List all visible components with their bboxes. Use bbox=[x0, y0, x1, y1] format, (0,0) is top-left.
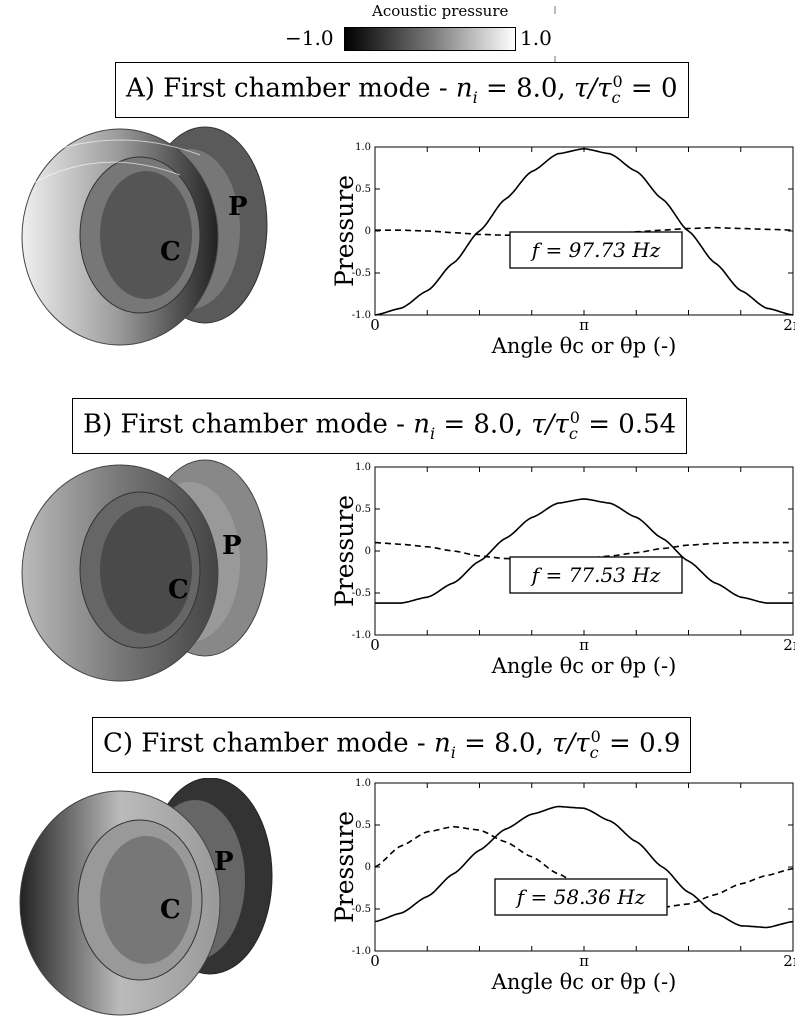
y-tick-label: 0 bbox=[365, 546, 371, 557]
y-axis-label: Pressure bbox=[330, 811, 359, 923]
title-tau-sub: c bbox=[568, 423, 578, 443]
x-tick-label: 0 bbox=[370, 316, 380, 334]
y-tick-label: -0.5 bbox=[352, 588, 371, 599]
y-tick-label: 1.0 bbox=[355, 778, 371, 789]
title-tau-value: = 0.54 bbox=[579, 409, 677, 440]
x-tick-label: 2π bbox=[783, 952, 795, 970]
x-axis-label: Angle θc or θp (-) bbox=[491, 970, 677, 994]
series-line-solid bbox=[375, 498, 793, 604]
y-tick-label: 0 bbox=[365, 226, 371, 237]
series-line-dashed bbox=[374, 825, 794, 909]
title-prefix: C) First chamber mode - bbox=[103, 728, 434, 759]
frequency-box bbox=[509, 556, 683, 594]
colorbar-title: Acoustic pressure bbox=[372, 2, 509, 20]
y-tick-label: 1.0 bbox=[355, 462, 371, 473]
x-tick-label: π bbox=[579, 952, 589, 970]
frequency-label: f = 97.73 Hz bbox=[530, 238, 661, 262]
render-label-p: P bbox=[222, 531, 242, 561]
frequency-box bbox=[509, 231, 683, 269]
panel-b-title: B) First chamber mode - ni = 8.0, τ/τc0 … bbox=[72, 398, 688, 454]
render-label-p: P bbox=[214, 847, 234, 877]
title-tau-value: = 0 bbox=[622, 73, 678, 104]
title-n: n bbox=[413, 409, 430, 440]
render-label-c: C bbox=[160, 895, 181, 925]
x-axis-label: Angle θc or θp (-) bbox=[491, 334, 677, 358]
title-tau-sub: c bbox=[589, 742, 599, 762]
title-tau: τ/τ bbox=[573, 73, 612, 104]
colorbar-marker bbox=[554, 56, 556, 62]
x-tick-label: π bbox=[579, 636, 589, 654]
x-tick-label: π bbox=[579, 316, 589, 334]
frequency-label: f = 77.53 Hz bbox=[530, 563, 661, 587]
x-tick-label: 0 bbox=[370, 636, 380, 654]
title-n-sub: i bbox=[472, 87, 478, 107]
colorbar bbox=[344, 27, 516, 51]
y-tick-label: -1.0 bbox=[352, 310, 371, 321]
title-tau-sup: 0 bbox=[590, 727, 601, 746]
title-n-value: = 8.0, bbox=[477, 73, 574, 104]
title-tau-sup: 0 bbox=[612, 72, 623, 91]
colorbar-max-label: 1.0 bbox=[520, 26, 552, 50]
panel-a-title: A) First chamber mode - ni = 8.0, τ/τc0 … bbox=[115, 62, 689, 118]
title-tau: τ/τ bbox=[552, 728, 590, 759]
y-tick-label: 0 bbox=[365, 862, 371, 873]
title-tau-sub: c bbox=[611, 87, 621, 107]
y-tick-label: 0.5 bbox=[355, 504, 371, 515]
title-n-value: = 8.0, bbox=[435, 409, 532, 440]
y-tick-label: -0.5 bbox=[352, 904, 371, 915]
plot-frame bbox=[374, 466, 794, 636]
series-line-solid bbox=[374, 147, 794, 316]
title-prefix: A) First chamber mode - bbox=[126, 73, 456, 104]
title-tau: τ/τ bbox=[531, 409, 569, 440]
y-tick-label: 0.5 bbox=[355, 184, 371, 195]
title-n-sub: i bbox=[429, 423, 436, 443]
y-axis-label: Pressure bbox=[330, 495, 359, 607]
annular-render-b: C P bbox=[21, 459, 268, 682]
render-label-c: C bbox=[160, 237, 181, 267]
y-axis-label: Pressure bbox=[330, 175, 359, 287]
title-tau-value: = 0.9 bbox=[600, 728, 681, 759]
pressure-chart-a: 1.00.50-0.5-1.00π2πAngle θc or θp (-)Pre… bbox=[330, 142, 795, 358]
series-line-solid bbox=[374, 805, 794, 929]
x-tick-label: 2π bbox=[783, 316, 795, 334]
title-n-sub: i bbox=[450, 742, 456, 762]
y-tick-label: -1.0 bbox=[352, 630, 371, 641]
frequency-box bbox=[494, 878, 668, 916]
colorbar-marker bbox=[554, 6, 556, 14]
y-tick-label: -1.0 bbox=[352, 946, 371, 957]
panel-c-title: C) First chamber mode - ni = 8.0, τ/τc0 … bbox=[92, 717, 692, 773]
title-prefix: B) First chamber mode - bbox=[83, 409, 414, 440]
x-tick-label: 2π bbox=[783, 636, 795, 654]
render-label-c: C bbox=[168, 575, 189, 605]
title-n: n bbox=[433, 728, 451, 759]
title-n-value: = 8.0, bbox=[455, 728, 553, 759]
x-tick-label: 0 bbox=[370, 952, 380, 970]
colorbar-min-label: −1.0 bbox=[285, 26, 334, 50]
pressure-chart-c: 1.00.50-0.5-1.00π2πAngle θc or θp (-)Pre… bbox=[330, 778, 795, 994]
title-n: n bbox=[455, 73, 473, 104]
x-axis-label: Angle θc or θp (-) bbox=[491, 654, 677, 678]
title-tau-sup: 0 bbox=[569, 408, 580, 427]
y-tick-label: 1.0 bbox=[355, 142, 371, 153]
y-tick-label: -0.5 bbox=[352, 268, 371, 279]
annular-render-a: C P bbox=[21, 126, 268, 346]
render-label-p: P bbox=[228, 192, 248, 222]
pressure-chart-b: 1.00.50-0.5-1.00π2πAngle θc or θp (-)Pre… bbox=[330, 462, 795, 678]
frequency-label: f = 58.36 Hz bbox=[515, 885, 646, 909]
annular-render-c: C P bbox=[19, 778, 273, 1016]
y-tick-label: 0.5 bbox=[355, 820, 371, 831]
